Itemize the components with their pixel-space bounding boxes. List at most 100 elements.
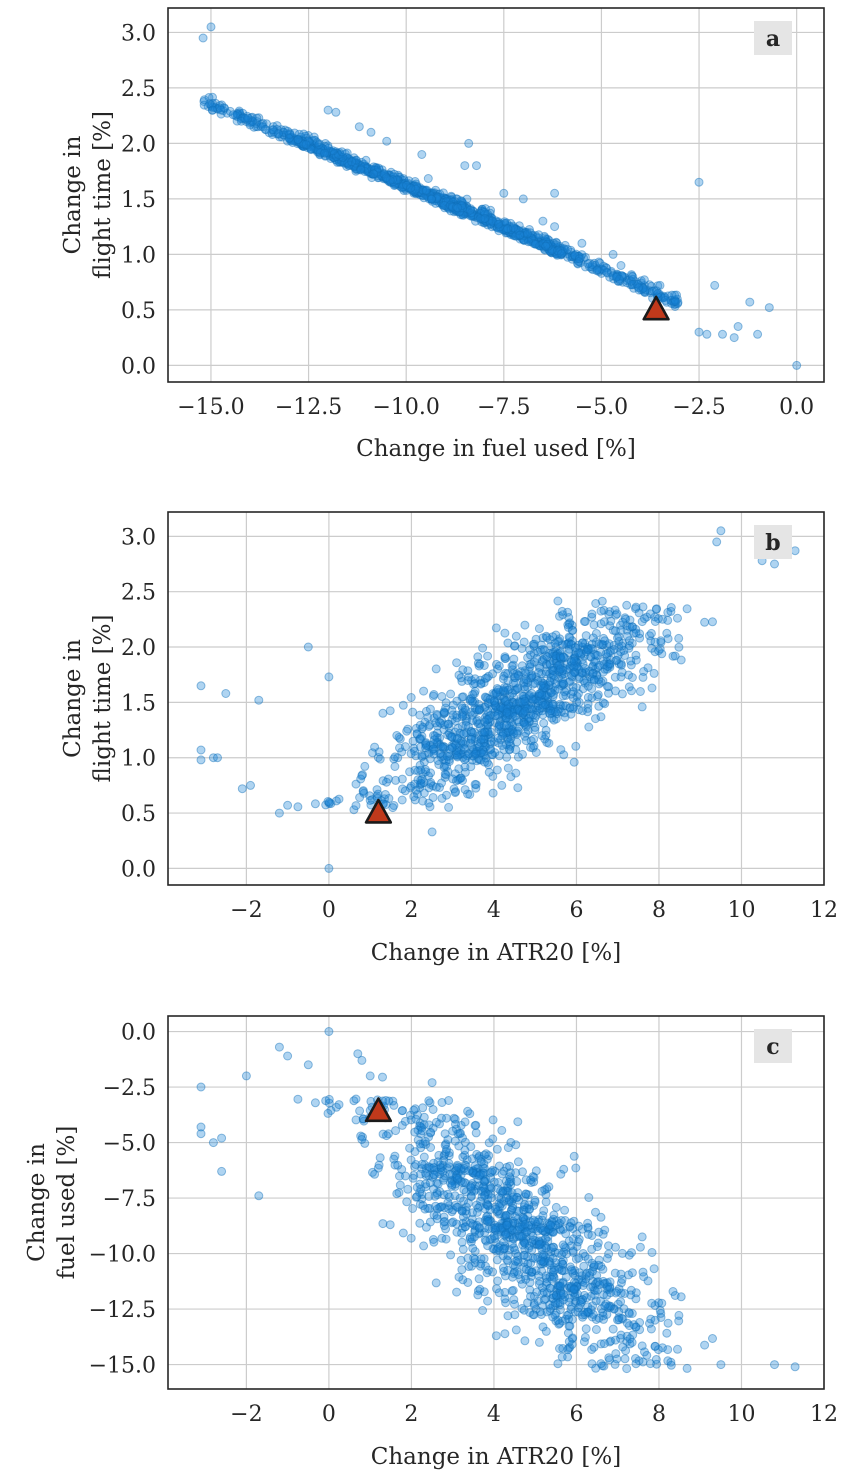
data-point <box>510 1261 520 1271</box>
data-point <box>222 108 232 118</box>
data-point <box>343 159 352 169</box>
data-point <box>334 157 344 167</box>
data-point <box>468 698 478 708</box>
data-point <box>554 667 564 677</box>
data-point <box>451 204 461 214</box>
data-point <box>628 274 638 284</box>
data-point <box>425 1178 435 1188</box>
data-point <box>425 740 435 750</box>
data-point <box>421 191 431 201</box>
data-point <box>539 718 549 728</box>
data-point <box>625 622 635 632</box>
data-point <box>598 1308 608 1318</box>
data-point <box>439 725 449 735</box>
data-point <box>566 1241 576 1251</box>
data-point <box>393 1160 403 1170</box>
data-point <box>663 634 673 644</box>
data-point <box>624 1270 633 1280</box>
data-point <box>594 1280 604 1290</box>
data-point <box>460 1117 470 1127</box>
data-point <box>606 1288 616 1298</box>
data-point <box>477 215 487 225</box>
data-point <box>512 684 522 694</box>
data-point <box>480 1150 489 1160</box>
data-point <box>207 105 217 115</box>
data-point <box>539 1223 549 1233</box>
data-point <box>589 258 599 268</box>
data-point <box>511 745 521 755</box>
data-point <box>544 1224 554 1234</box>
data-point <box>564 1314 574 1324</box>
data-point <box>520 719 530 729</box>
data-point <box>594 265 604 275</box>
data-point <box>444 723 454 733</box>
data-point <box>790 1362 800 1372</box>
data-point <box>504 721 514 731</box>
x-tick-label: 12 <box>810 1402 838 1427</box>
data-point <box>349 805 359 815</box>
data-point <box>548 1270 558 1280</box>
data-point <box>283 136 292 146</box>
data-point <box>494 704 503 714</box>
data-point <box>537 240 547 249</box>
data-point <box>541 234 551 244</box>
data-point <box>433 1157 443 1167</box>
data-point <box>417 150 427 159</box>
x-tick-label: 6 <box>569 898 583 923</box>
data-point <box>534 668 543 677</box>
data-point <box>616 1297 626 1307</box>
data-point <box>425 1098 435 1108</box>
data-point <box>416 734 426 744</box>
data-point <box>602 657 612 667</box>
data-point <box>468 1208 477 1218</box>
data-point <box>468 751 478 761</box>
data-point <box>521 231 531 241</box>
data-point <box>631 1322 641 1332</box>
data-point <box>338 156 348 165</box>
data-point <box>537 657 547 667</box>
data-point <box>411 723 421 733</box>
data-point <box>397 1165 407 1174</box>
data-point <box>431 782 441 792</box>
data-point <box>560 708 570 718</box>
data-point <box>588 1282 598 1292</box>
data-point <box>590 260 600 270</box>
data-point <box>437 692 447 701</box>
data-point <box>456 773 466 783</box>
data-point <box>466 762 476 772</box>
data-point <box>550 1247 560 1257</box>
data-point <box>546 1304 556 1313</box>
data-point <box>325 148 335 158</box>
data-point <box>534 661 544 671</box>
data-point <box>410 746 420 756</box>
data-point <box>631 602 641 612</box>
data-point <box>474 211 484 221</box>
data-point <box>617 1313 627 1323</box>
data-point <box>564 632 574 642</box>
data-point <box>337 156 347 166</box>
data-point <box>340 156 350 166</box>
data-point <box>495 222 505 232</box>
data-point <box>366 127 376 137</box>
data-point <box>580 639 590 649</box>
data-point <box>599 1290 608 1300</box>
data-point <box>602 263 612 273</box>
data-point <box>516 697 526 707</box>
data-point <box>312 144 322 154</box>
data-point <box>646 1314 656 1324</box>
data-point <box>483 730 493 740</box>
data-point <box>503 1143 513 1153</box>
data-point <box>609 274 619 284</box>
data-point <box>446 195 456 205</box>
data-point <box>410 765 420 775</box>
data-point <box>417 774 427 784</box>
data-point <box>582 1307 592 1317</box>
data-point <box>638 602 648 612</box>
data-point <box>451 202 461 212</box>
data-point <box>542 1277 552 1287</box>
data-point <box>436 748 446 758</box>
data-point <box>318 144 328 154</box>
data-point <box>419 757 429 767</box>
data-point <box>549 666 558 676</box>
data-point <box>515 231 525 240</box>
